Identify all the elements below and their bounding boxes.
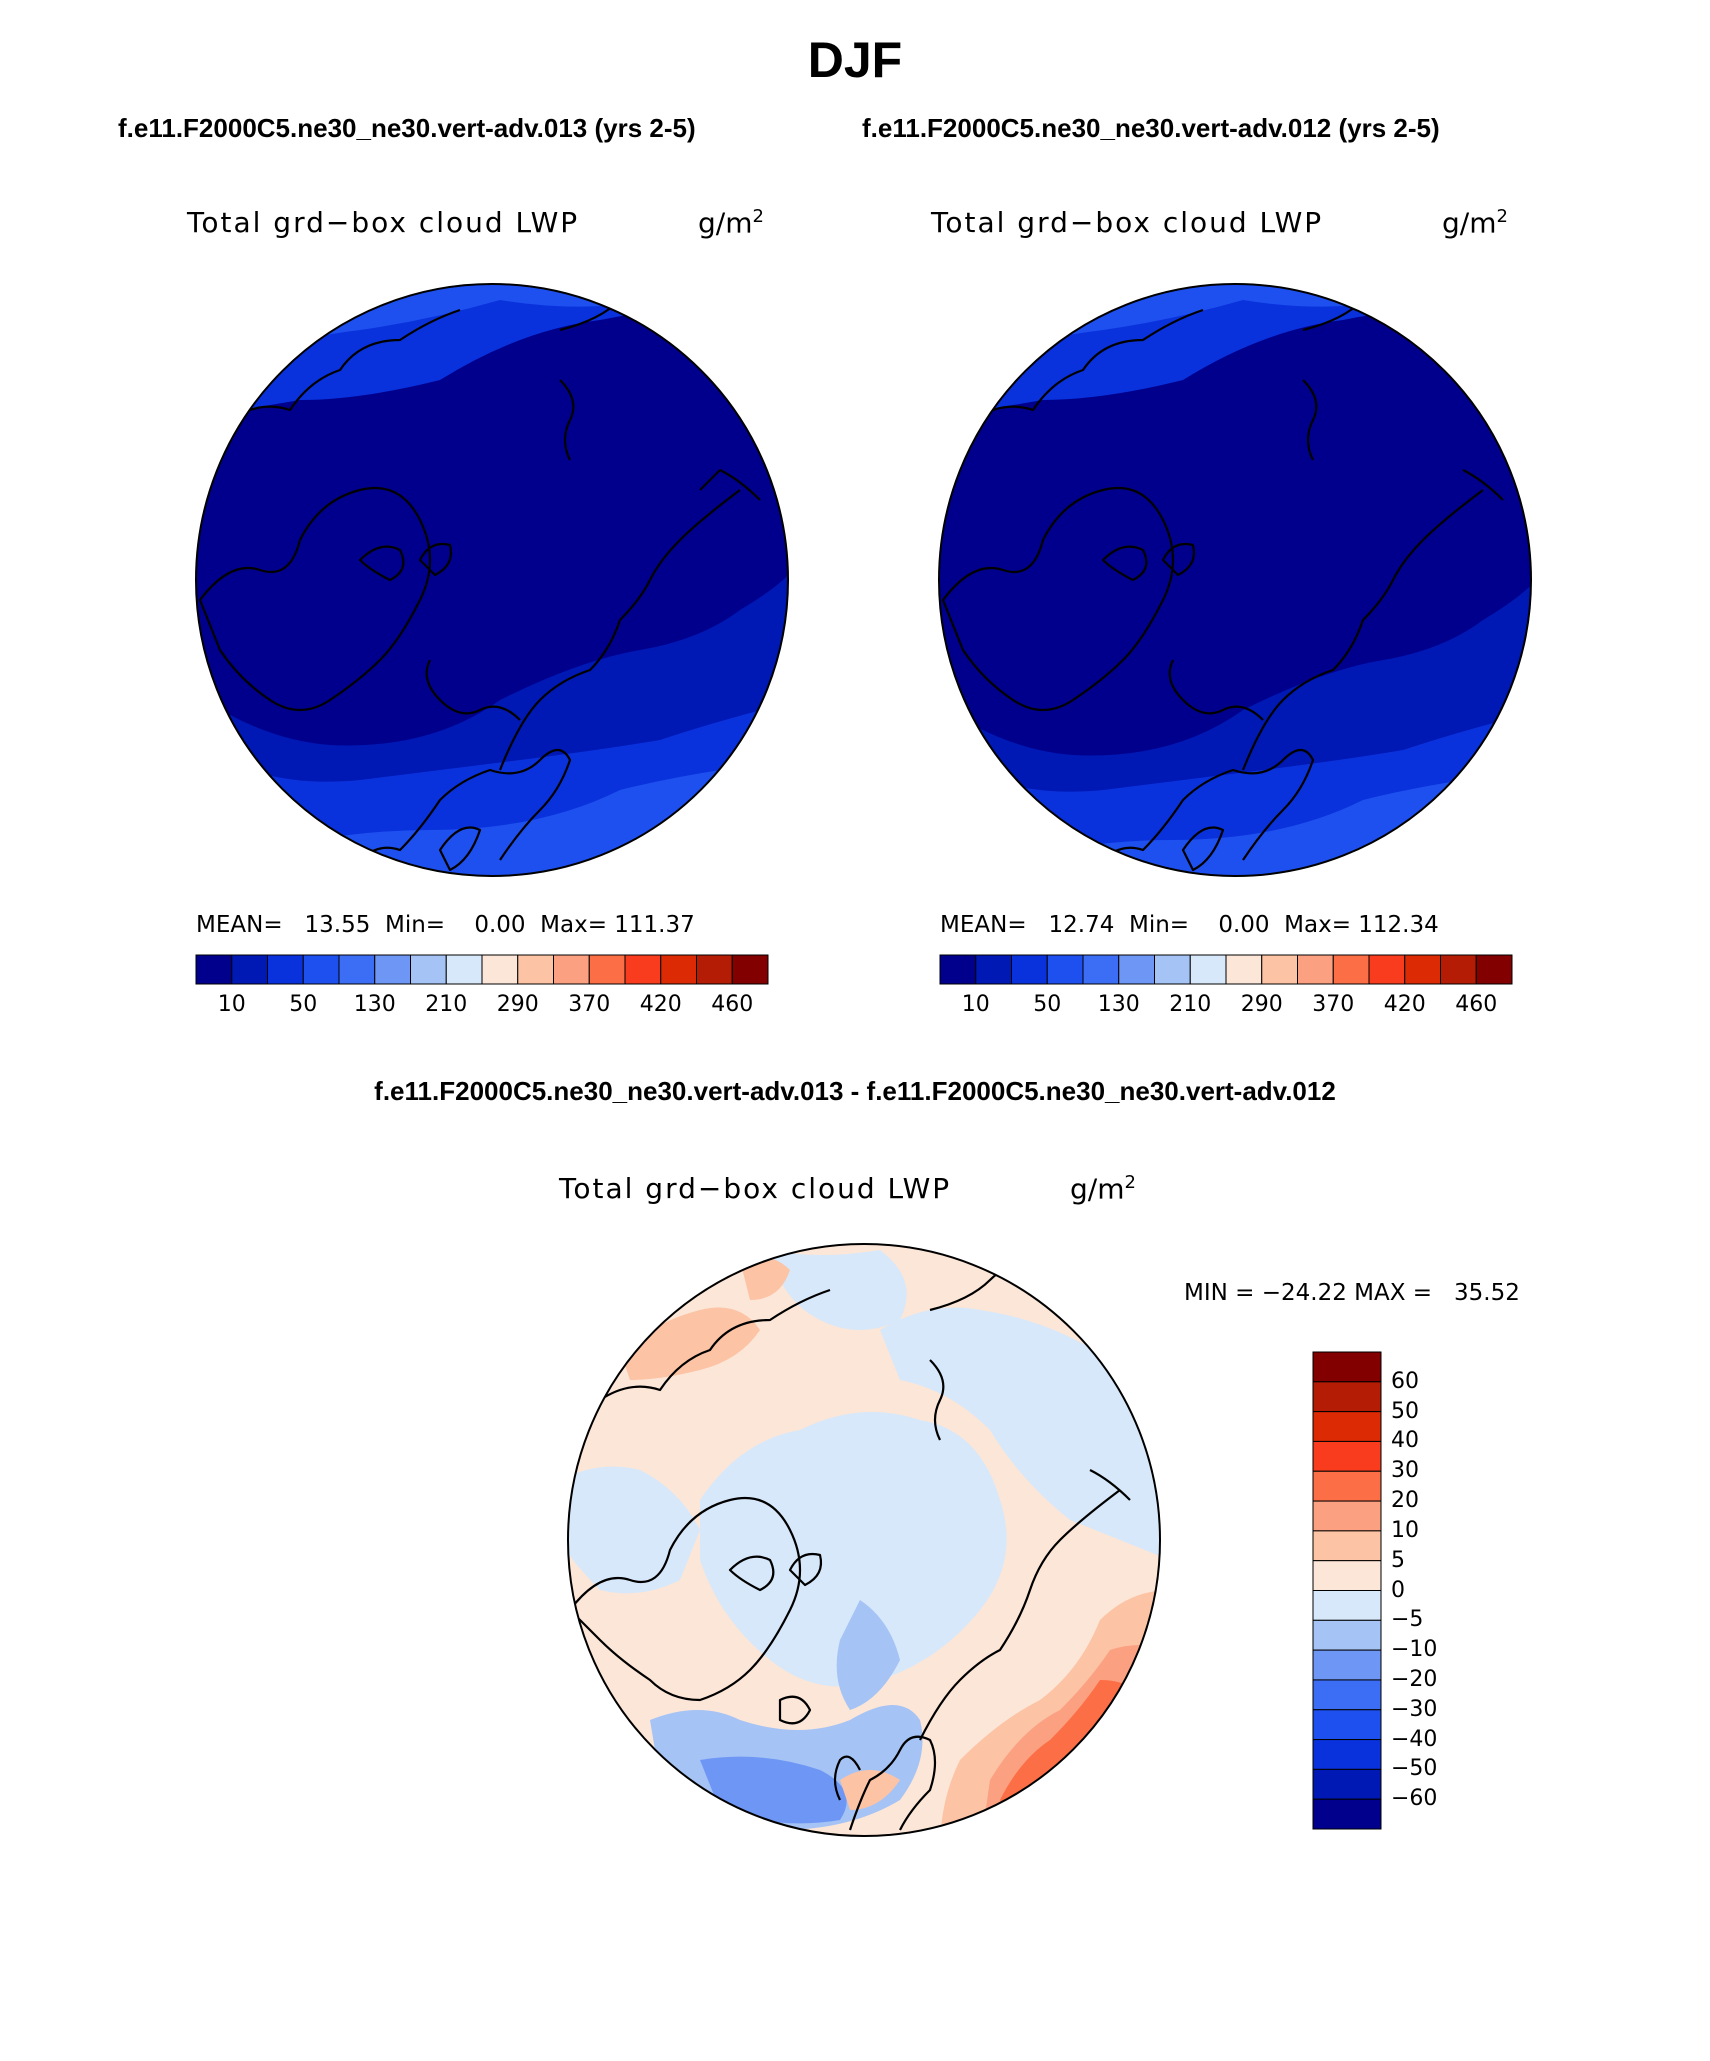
difference-colorbar-tick-label: −5 — [1391, 1607, 1424, 1633]
figure-title: DJF — [807, 32, 903, 88]
panel2-colorbar-box — [1332, 954, 1370, 985]
panel1-colorbar-box — [696, 954, 733, 985]
difference-colorbar-box — [1312, 1619, 1382, 1651]
panel2-colorbar — [939, 954, 1513, 985]
diff-units: g/m2 — [1070, 1172, 1136, 1206]
panel1-colorbar-tick-label: 10 — [217, 992, 246, 1017]
difference-colorbar-box — [1312, 1709, 1382, 1741]
panel2-colorbar-tick-label: 50 — [1033, 992, 1062, 1017]
difference-colorbar-tick-label: 5 — [1391, 1547, 1405, 1573]
panel2-colorbar-box — [1046, 954, 1084, 985]
difference-colorbar-box — [1312, 1381, 1382, 1413]
panel2-colorbar-box — [1011, 954, 1048, 985]
panel1-colorbar-box — [517, 954, 554, 985]
diff-stats: MIN = −24.22 MAX = 35.52 — [1184, 1280, 1520, 1306]
difference-colorbar-box — [1312, 1500, 1382, 1532]
difference-colorbar-tick-label: −50 — [1391, 1756, 1438, 1782]
panel1-colorbar-tick-label: 210 — [425, 992, 468, 1017]
panel1-stats: MEAN= 13.55 Min= 0.00 Max= 111.37 — [196, 912, 695, 938]
difference-colorbar-tick-label: −20 — [1391, 1666, 1438, 1692]
panel2-colorbar-box — [1082, 954, 1120, 985]
difference-colorbar-tick-label: −30 — [1391, 1696, 1438, 1722]
panel1-colorbar-box — [481, 954, 519, 985]
difference-colorbar-box — [1312, 1411, 1382, 1442]
difference-colorbar-box — [1312, 1798, 1382, 1830]
panel1-colorbar-tick-label: 290 — [496, 992, 539, 1017]
difference-colorbar-box — [1312, 1530, 1382, 1562]
panel1-colorbar-box — [231, 954, 268, 985]
panel2-colorbar-tick-label: 10 — [961, 992, 990, 1017]
panel2-colorbar-box — [1368, 954, 1406, 985]
difference-colorbar-box — [1312, 1470, 1382, 1502]
panel1-colorbar-tick-label: 370 — [568, 992, 611, 1017]
panel1-colorbar-box — [588, 954, 626, 985]
difference-colorbar-box — [1312, 1679, 1382, 1711]
panel1-colorbar-box — [731, 954, 769, 985]
panel2-colorbar-tick-label: 130 — [1097, 992, 1140, 1017]
panel2-colorbar-tick-label: 460 — [1455, 992, 1498, 1017]
panel1-colorbar-box — [553, 954, 590, 985]
panel1-colorbar-box — [410, 954, 447, 985]
difference-colorbar-box — [1312, 1739, 1382, 1770]
difference-colorbar-tick-label: 0 — [1391, 1577, 1405, 1603]
panel2-colorbar-box — [1154, 954, 1191, 985]
difference-colorbar-tick-label: 30 — [1391, 1458, 1419, 1484]
difference-colorbar-box — [1312, 1351, 1382, 1383]
panel1-colorbar-box — [338, 954, 376, 985]
difference-polar-map — [567, 1243, 1161, 1837]
panel1-colorbar-box — [267, 954, 304, 985]
difference-title: f.e11.F2000C5.ne30_ne30.vert-adv.013 - f… — [374, 1076, 1336, 1106]
panel2-colorbar-box — [1118, 954, 1155, 985]
panel1-colorbar-tick-label: 420 — [639, 992, 682, 1017]
panel1-colorbar-box — [624, 954, 662, 985]
panel1-colorbar-box — [302, 954, 340, 985]
difference-colorbar-tick-label: 10 — [1391, 1517, 1419, 1543]
panel1-polar-map — [195, 283, 789, 877]
panel2-colorbar-box — [1189, 954, 1227, 985]
difference-colorbar-tick-label: 60 — [1391, 1368, 1419, 1394]
difference-colorbar-tick-label: −40 — [1391, 1726, 1438, 1752]
panel1-colorbar — [195, 954, 769, 985]
panel2-stats: MEAN= 12.74 Min= 0.00 Max= 112.34 — [940, 912, 1439, 938]
panel1-variable-label: Total grd−box cloud LWP — [187, 206, 580, 239]
panel2-variable-label: Total grd−box cloud LWP — [931, 206, 1324, 239]
difference-colorbar-tick-label: 40 — [1391, 1428, 1419, 1454]
panel2-colorbar-box — [1404, 954, 1441, 985]
panel1-colorbar-tick-label: 50 — [289, 992, 318, 1017]
panel2-polar-map — [938, 283, 1532, 877]
panel2-colorbar-tick-label: 290 — [1240, 992, 1283, 1017]
panel2-colorbar-box — [939, 954, 977, 985]
difference-colorbar-tick-label: 50 — [1391, 1398, 1419, 1424]
difference-colorbar-tick-label: −60 — [1391, 1786, 1438, 1812]
panel2-colorbar-box — [1225, 954, 1263, 985]
panel2-colorbar-tick-label: 370 — [1312, 992, 1355, 1017]
difference-colorbar-box — [1312, 1590, 1382, 1621]
panel2-colorbar-box — [1297, 954, 1334, 985]
panel2-colorbar-box — [1440, 954, 1477, 985]
panel2-colorbar-box — [975, 954, 1012, 985]
panel2-colorbar-box — [1475, 954, 1513, 985]
right-case-title: f.e11.F2000C5.ne30_ne30.vert-adv.012 (yr… — [862, 113, 1440, 143]
panel1-colorbar-tick-label: 460 — [711, 992, 754, 1017]
panel2-colorbar-tick-label: 420 — [1383, 992, 1426, 1017]
diff-variable-label: Total grd−box cloud LWP — [559, 1172, 952, 1205]
panel2-colorbar-tick-label: 210 — [1169, 992, 1212, 1017]
panel2-colorbar-box — [1261, 954, 1298, 985]
panel1-units: g/m2 — [698, 206, 764, 240]
difference-colorbar — [1312, 1351, 1382, 1830]
difference-colorbar-box — [1312, 1768, 1382, 1800]
difference-colorbar-tick-label: 20 — [1391, 1488, 1419, 1514]
difference-colorbar-tick-label: −10 — [1391, 1637, 1438, 1663]
difference-colorbar-box — [1312, 1440, 1382, 1472]
panel1-colorbar-tick-label: 130 — [353, 992, 396, 1017]
difference-colorbar-box — [1312, 1649, 1382, 1681]
panel1-colorbar-box — [195, 954, 233, 985]
panel2-units: g/m2 — [1442, 206, 1508, 240]
panel1-colorbar-box — [660, 954, 697, 985]
panel1-colorbar-box — [445, 954, 483, 985]
difference-colorbar-box — [1312, 1560, 1382, 1591]
left-case-title: f.e11.F2000C5.ne30_ne30.vert-adv.013 (yr… — [118, 113, 696, 143]
panel1-colorbar-box — [374, 954, 411, 985]
